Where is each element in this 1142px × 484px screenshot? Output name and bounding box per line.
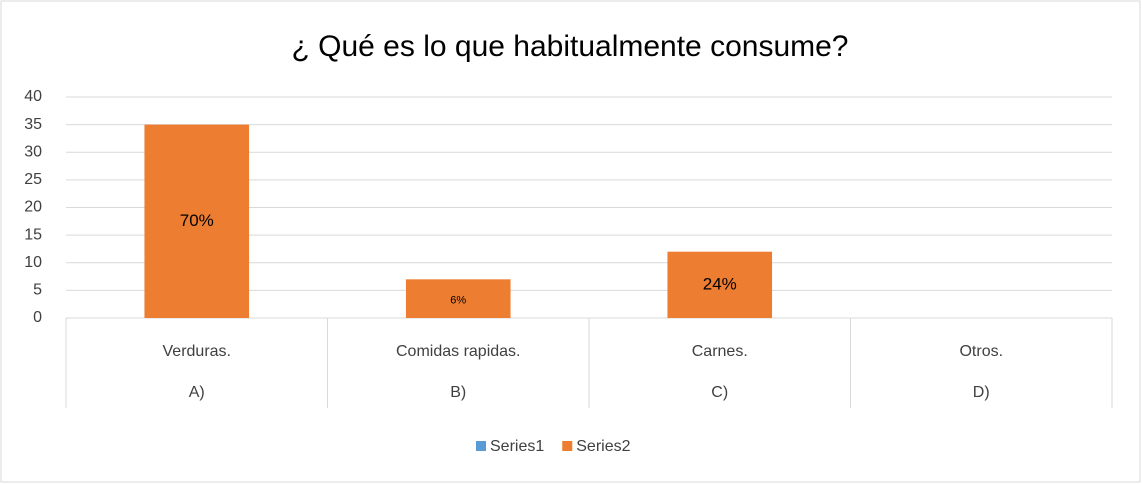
- legend-swatch: [562, 441, 573, 451]
- legend-label: Series1: [490, 438, 544, 455]
- x-group-label: D): [973, 384, 990, 401]
- y-tick-label: 0: [33, 309, 42, 326]
- y-tick-label: 5: [33, 282, 42, 299]
- x-tick-label: Comidas rapidas.: [396, 343, 521, 360]
- bar: [144, 124, 250, 318]
- y-tick-label: 40: [24, 88, 42, 105]
- x-group-label: B): [450, 384, 466, 401]
- data-label: 6%: [450, 295, 466, 307]
- legend-label: Series2: [576, 438, 630, 455]
- x-tick-label: Carnes.: [692, 343, 748, 360]
- x-tick-label: Otros.: [959, 343, 1003, 360]
- data-label: 24%: [703, 274, 737, 293]
- bar: [667, 251, 773, 318]
- chart-title: ¿ Qué es lo que habitualmente consume?: [291, 30, 848, 63]
- y-tick-label: 25: [24, 171, 42, 188]
- legend-swatch: [476, 441, 486, 451]
- x-group-label: A): [189, 384, 205, 401]
- x-group-label: C): [711, 384, 728, 401]
- data-label: 70%: [180, 211, 214, 230]
- y-tick-label: 30: [24, 143, 42, 160]
- bar: [405, 279, 511, 318]
- y-tick-label: 15: [24, 226, 42, 243]
- y-tick-label: 10: [24, 254, 42, 271]
- y-tick-label: 35: [24, 116, 42, 133]
- y-tick-label: 20: [24, 199, 42, 216]
- x-tick-label: Verduras.: [163, 343, 231, 360]
